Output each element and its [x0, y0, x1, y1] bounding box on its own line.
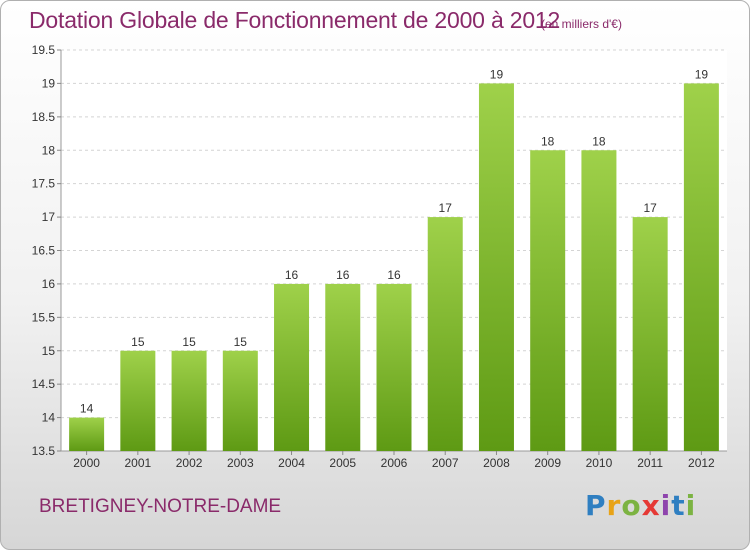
bar: [683, 83, 719, 452]
y-tick-label: 13.5: [32, 444, 56, 458]
x-tick-label: 2000: [73, 456, 100, 470]
data-label: 19: [490, 67, 504, 81]
x-tick-label: 2004: [278, 456, 305, 470]
y-tick-label: 17.5: [32, 177, 56, 191]
x-tick-label: 2012: [688, 456, 715, 470]
data-label: 16: [285, 268, 299, 282]
x-tick-label: 2010: [586, 456, 613, 470]
proxiti-logo[interactable]: Proxiti: [585, 489, 696, 522]
bar: [376, 283, 412, 451]
x-tick-label: 2007: [432, 456, 459, 470]
bars: [69, 83, 719, 452]
y-tick-label: 17: [42, 210, 56, 224]
x-tick-label: 2003: [227, 456, 254, 470]
place-name: BRETIGNEY-NOTRE-DAME: [39, 496, 282, 517]
data-label: 15: [131, 335, 145, 349]
logo-letter: o: [621, 489, 642, 522]
bar: [171, 350, 207, 451]
data-label: 18: [541, 134, 555, 148]
y-axis-ticks: 13.5 14 14.5 15 15.5 16 16.5 17 17.5 18 18.5 19 19.5: [32, 43, 61, 458]
bar: [69, 417, 105, 451]
x-axis-ticks: 2000 2001 2002 2003 2004 2005 2006 2007 2008 2009…: [73, 451, 715, 470]
chart-title: Dotation Globale de Fonctionnement de 20…: [29, 7, 561, 33]
bar: [632, 217, 668, 451]
y-tick-label: 16: [42, 277, 56, 291]
logo-letter: i: [660, 489, 672, 522]
y-tick-label: 16.5: [32, 244, 56, 258]
data-label: 17: [643, 201, 657, 215]
data-label: 17: [439, 201, 453, 215]
y-tick-label: 14: [42, 411, 56, 425]
bar: [478, 83, 514, 452]
bar: [581, 150, 617, 451]
bar: [325, 283, 361, 451]
bar: [222, 350, 258, 451]
data-label: 16: [387, 268, 401, 282]
y-tick-label: 15: [42, 344, 56, 358]
y-tick-label: 19: [42, 76, 56, 90]
x-tick-label: 2005: [329, 456, 356, 470]
y-tick-label: 19.5: [32, 43, 56, 57]
x-tick-label: 2011: [637, 456, 663, 470]
y-tick-label: 18.5: [32, 110, 56, 124]
data-label: 18: [592, 134, 606, 148]
y-tick-label: 18: [42, 143, 56, 157]
x-tick-label: 2008: [483, 456, 510, 470]
x-tick-label: 2009: [534, 456, 561, 470]
logo-letter: t: [671, 489, 686, 522]
data-label: 15: [182, 335, 196, 349]
data-labels: 14 15 15 15 16 16 16 17 19 18 18 17 19: [80, 67, 708, 415]
logo-letter: P: [585, 489, 607, 522]
y-tick-label: 14.5: [32, 377, 56, 391]
bar: [274, 283, 310, 451]
data-label: 14: [80, 402, 94, 416]
bar: [427, 217, 463, 451]
bar: [530, 150, 566, 451]
data-label: 19: [695, 67, 709, 81]
data-label: 15: [234, 335, 248, 349]
x-tick-label: 2006: [381, 456, 408, 470]
x-tick-label: 2002: [176, 456, 203, 470]
x-tick-label: 2001: [124, 456, 151, 470]
bar: [120, 350, 156, 451]
logo-letter: r: [606, 489, 622, 522]
logo-letter: x: [641, 489, 661, 522]
y-tick-label: 15.5: [32, 310, 56, 324]
data-label: 16: [336, 268, 350, 282]
logo-letter: i: [685, 489, 697, 522]
unit-note: (en milliers d'€): [541, 17, 622, 31]
